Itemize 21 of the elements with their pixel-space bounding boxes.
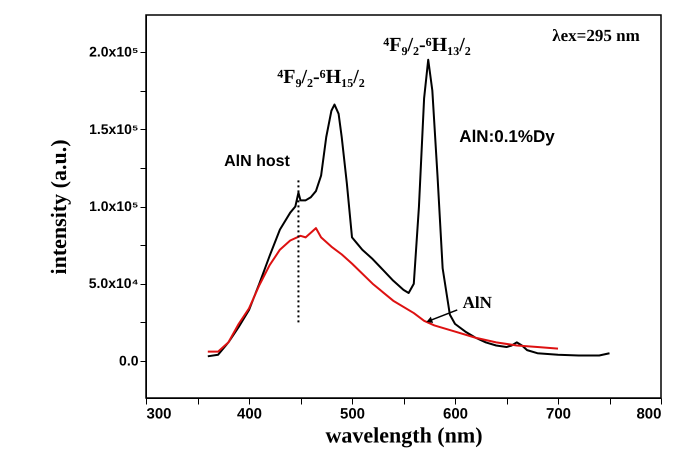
y-axis-title: intensity (a.u.) [46, 139, 71, 275]
y-tick-label: 1.5x10⁵ [89, 120, 138, 137]
annotation: AlN host [224, 153, 291, 170]
y-tick-label: 1.0x10⁵ [89, 198, 138, 214]
annotation: λex=295 nm [552, 26, 640, 45]
annotation: ⁴F₉/₂-⁶H₁₃/₂ [383, 34, 471, 56]
annotation: AlN [462, 292, 493, 312]
y-tick-label: 2.0x10⁵ [89, 44, 138, 60]
annotation: ⁴F₉/₂-⁶H₁₅/₂ [277, 66, 365, 88]
y-tick-label: 0.0 [119, 352, 139, 368]
y-tick-label: 5.0x10⁴ [88, 275, 139, 292]
x-axis-title: wavelength (nm) [325, 422, 483, 448]
x-tick-label: 800 [636, 406, 662, 422]
x-tick-label: 500 [340, 406, 366, 422]
line-series [206, 58, 610, 358]
annotation: AlN:0.1%Dy [459, 127, 556, 146]
x-tick-label: 400 [236, 406, 262, 422]
x-tick-label: 600 [442, 406, 468, 422]
x-tick-label: 300 [146, 406, 172, 422]
x-tick-label: 700 [546, 406, 572, 422]
line-series [206, 227, 559, 353]
